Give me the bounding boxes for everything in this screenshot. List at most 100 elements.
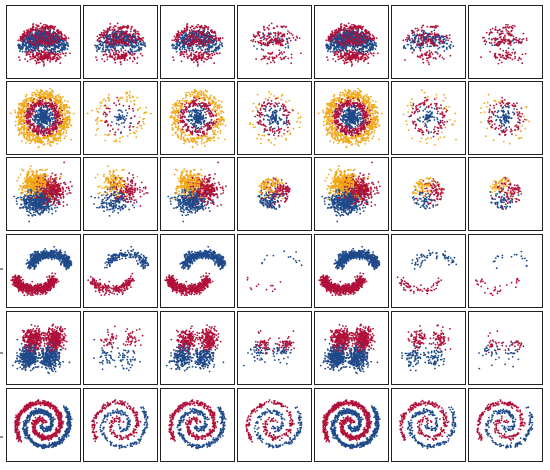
point-blue <box>410 42 412 44</box>
point-red <box>105 31 107 33</box>
point-red <box>426 57 428 59</box>
point-red <box>413 32 415 34</box>
point-red <box>272 52 274 54</box>
point-red <box>431 31 433 33</box>
point-red <box>199 26 201 28</box>
point-red <box>206 59 208 61</box>
point-red <box>277 36 279 38</box>
point-red <box>36 27 38 29</box>
point-red <box>177 37 179 39</box>
point-red <box>47 59 49 61</box>
point-red <box>336 32 338 34</box>
point-red <box>360 38 362 40</box>
point-red <box>59 62 61 64</box>
point-red <box>278 39 280 41</box>
point-red <box>197 62 199 64</box>
point-red <box>43 35 45 37</box>
point-blue <box>102 48 104 50</box>
point-red <box>120 58 122 60</box>
point-red <box>360 56 362 58</box>
point-red <box>280 57 282 59</box>
point-blue <box>200 39 202 41</box>
point-blue <box>365 35 367 37</box>
point-red <box>326 56 328 58</box>
point-red <box>202 34 204 36</box>
point-blue <box>110 38 112 40</box>
point-red <box>35 57 37 59</box>
point-red <box>31 43 33 45</box>
point-red <box>39 33 41 35</box>
point-red <box>351 35 353 37</box>
point-blue <box>60 39 62 41</box>
point-blue <box>103 46 105 48</box>
point-blue <box>135 50 137 52</box>
point-red <box>125 50 127 52</box>
point-red <box>43 41 45 43</box>
point-blue <box>33 38 35 40</box>
point-red <box>210 36 212 38</box>
point-red <box>103 54 105 56</box>
point-red <box>283 57 285 59</box>
point-blue <box>211 35 213 37</box>
point-red <box>442 57 444 59</box>
point-red <box>218 39 220 41</box>
point-red <box>365 38 367 40</box>
point-red <box>270 62 272 64</box>
point-blue <box>112 32 114 34</box>
point-red <box>275 32 277 34</box>
point-blue <box>412 40 414 42</box>
point-blue <box>58 50 60 52</box>
point-blue <box>191 49 193 51</box>
point-red <box>124 32 126 34</box>
point-red <box>113 52 115 54</box>
point-red <box>37 62 39 64</box>
point-blue <box>114 42 116 44</box>
point-red <box>52 38 54 40</box>
point-blue <box>372 47 374 49</box>
point-red <box>104 30 106 32</box>
point-blue <box>430 45 432 47</box>
point-red <box>127 27 129 29</box>
point-red <box>201 56 203 58</box>
point-red <box>360 40 362 42</box>
point-red <box>60 54 62 56</box>
point-red <box>260 59 262 61</box>
point-blue <box>450 47 452 49</box>
point-red <box>193 53 195 55</box>
point-red <box>204 25 206 27</box>
point-red <box>115 56 117 58</box>
point-red <box>200 58 202 60</box>
point-red <box>212 31 214 33</box>
point-blue <box>112 44 114 46</box>
point-blue <box>209 51 211 53</box>
point-blue <box>354 39 356 41</box>
point-blue <box>100 43 102 45</box>
point-red <box>439 54 441 56</box>
point-red <box>171 39 173 41</box>
point-red <box>127 25 129 27</box>
point-blue <box>107 47 109 49</box>
point-blue <box>184 37 186 39</box>
point-red <box>263 26 265 28</box>
point-blue <box>203 38 205 40</box>
point-red <box>276 41 278 43</box>
point-blue <box>262 36 264 38</box>
point-red <box>435 58 437 60</box>
point-red <box>422 42 424 44</box>
point-blue <box>285 47 287 49</box>
point-red <box>123 42 125 44</box>
point-red <box>174 36 176 38</box>
point-red <box>201 32 203 34</box>
point-red <box>49 32 51 34</box>
point-red <box>104 51 106 53</box>
point-blue <box>61 50 63 52</box>
point-red <box>347 62 349 64</box>
point-red <box>50 53 52 55</box>
point-red <box>348 23 350 25</box>
point-blue <box>24 40 26 42</box>
point-red <box>200 46 202 48</box>
point-red <box>356 37 358 39</box>
point-red <box>287 58 289 60</box>
point-red <box>341 53 343 55</box>
point-red <box>358 35 360 37</box>
